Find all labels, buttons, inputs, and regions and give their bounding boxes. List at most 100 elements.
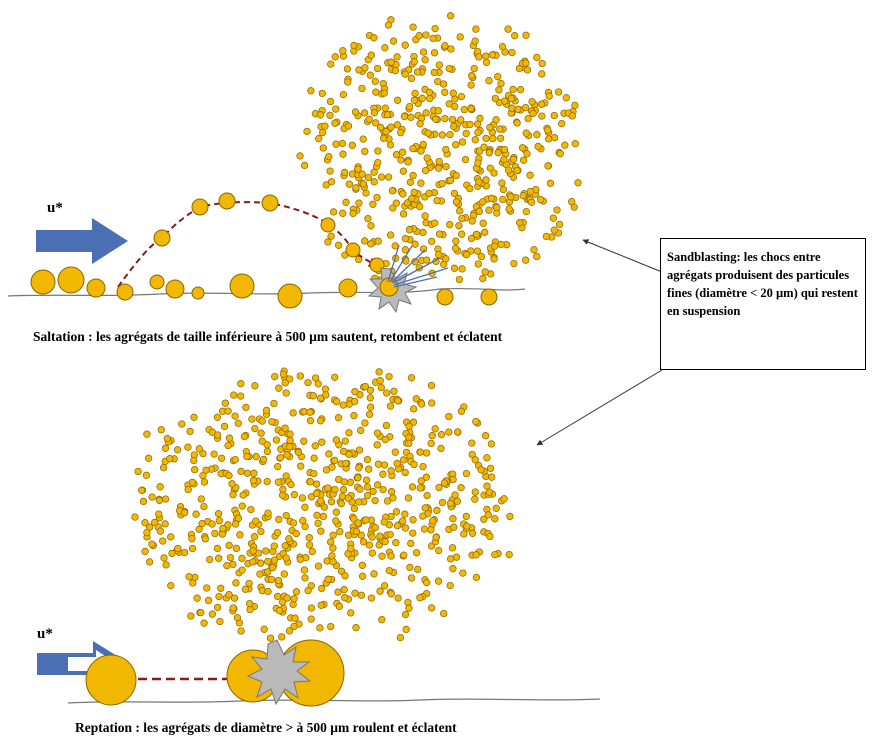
fine-particle <box>474 260 482 268</box>
fine-particle <box>339 447 348 456</box>
fine-particle <box>492 504 500 512</box>
fine-particle <box>341 437 349 445</box>
fine-particle <box>405 422 413 431</box>
fine-particle <box>226 553 235 562</box>
fine-particle <box>393 96 402 104</box>
fine-particle <box>339 150 347 158</box>
fine-particle <box>472 417 480 426</box>
fine-particle <box>247 505 255 514</box>
fine-particle <box>329 544 337 552</box>
fine-particle <box>463 522 471 530</box>
fine-particle <box>516 219 524 227</box>
fine-particle <box>324 575 332 583</box>
fine-particle-cloud-top <box>296 12 582 284</box>
fine-particle <box>496 125 504 133</box>
fine-particle <box>408 194 416 203</box>
fine-particle <box>437 431 446 439</box>
fine-particle <box>403 199 412 207</box>
fine-particle <box>519 156 528 164</box>
fine-particle <box>264 557 272 566</box>
fine-particle <box>416 202 424 211</box>
fine-particle <box>275 515 283 524</box>
fine-particle <box>379 485 387 494</box>
fine-particle <box>513 119 521 127</box>
fine-particle <box>550 226 558 234</box>
fine-particle <box>197 608 205 617</box>
fine-particle <box>354 165 362 173</box>
fine-particle <box>468 529 477 537</box>
fine-particle <box>156 527 165 535</box>
fine-particle <box>307 493 316 501</box>
fine-particle <box>361 147 369 156</box>
fine-particle <box>334 241 343 249</box>
fine-particle <box>143 430 151 438</box>
fine-particle <box>471 136 479 144</box>
fine-particle <box>435 157 443 166</box>
fine-particle <box>203 584 211 592</box>
fine-particle <box>329 558 337 566</box>
fine-particle <box>242 403 250 412</box>
fine-particle <box>301 503 309 511</box>
fine-particle <box>159 537 167 545</box>
fine-particle <box>250 533 259 541</box>
fine-particle <box>377 383 385 392</box>
fine-particle <box>509 155 518 163</box>
fine-particle <box>141 519 149 527</box>
fine-particle <box>441 42 449 50</box>
fine-particle <box>322 181 330 189</box>
fine-particle <box>278 633 286 641</box>
fine-particle <box>322 466 331 474</box>
fine-particle <box>296 152 304 160</box>
fine-particle <box>345 429 353 437</box>
fine-particle <box>180 509 189 517</box>
fine-particle <box>231 455 239 464</box>
fine-particle <box>422 109 430 117</box>
fine-particle <box>491 515 499 523</box>
fine-particle <box>358 572 367 580</box>
fine-particle <box>455 275 464 284</box>
fine-particle <box>430 49 439 57</box>
fine-particle <box>558 119 566 128</box>
fine-particle <box>442 255 450 263</box>
fine-particle <box>392 199 400 207</box>
fine-particle <box>568 112 576 120</box>
fine-particle <box>427 526 435 534</box>
fine-particle <box>518 144 527 152</box>
fine-particle <box>311 442 319 450</box>
fine-particle <box>240 432 249 441</box>
fine-particle <box>334 414 343 422</box>
fine-particle <box>399 190 407 198</box>
fine-particle <box>538 59 546 68</box>
fine-particle <box>299 517 307 525</box>
fine-particle <box>545 92 553 100</box>
fine-particle <box>342 459 350 468</box>
fine-particle <box>387 58 395 66</box>
fine-particle <box>292 529 300 538</box>
fine-particle <box>185 573 193 581</box>
fine-particle <box>483 482 491 490</box>
pointer-arrow-bottom <box>536 369 663 446</box>
fine-particle <box>389 37 398 45</box>
fine-particle <box>191 466 199 474</box>
fine-particle <box>249 476 258 485</box>
fine-particle <box>204 596 213 605</box>
fine-particle <box>228 480 236 488</box>
fine-particle <box>145 558 154 566</box>
fine-particle <box>306 478 314 486</box>
fine-particle <box>386 141 395 149</box>
fine-particle <box>508 104 516 112</box>
fine-particle <box>166 455 174 463</box>
fine-particle <box>352 624 360 632</box>
fine-particle <box>262 406 271 415</box>
fine-particle <box>144 454 153 462</box>
fine-particle <box>431 425 439 433</box>
fine-particle <box>522 256 530 264</box>
fine-particle <box>213 413 222 421</box>
fine-particle <box>391 448 399 456</box>
fine-particle <box>383 111 392 119</box>
fine-particle <box>430 68 438 77</box>
fine-particle <box>373 429 382 437</box>
fine-particle <box>193 594 201 602</box>
fine-particle <box>497 79 505 88</box>
fine-particle <box>225 591 233 599</box>
